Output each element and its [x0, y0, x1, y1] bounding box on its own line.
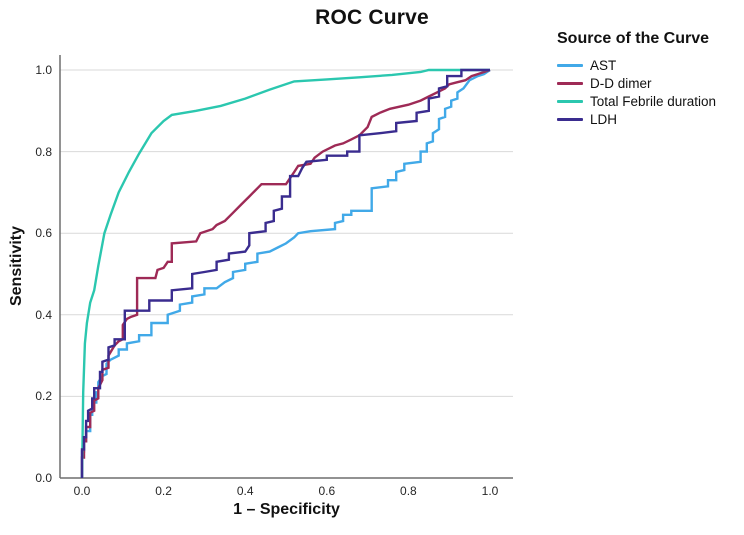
legend-swatch-icon — [557, 99, 583, 103]
x-tick-label-0.6: 0.6 — [318, 484, 336, 498]
y-tick-label-0.8: 0.8 — [35, 144, 52, 159]
x-tick-label-0.2: 0.2 — [155, 484, 172, 498]
legend-label: D-D dimer — [590, 75, 652, 91]
curve-ast — [80, 69, 491, 478]
legend-label: Total Febrile duration — [590, 93, 717, 109]
x-tick-label-0.4: 0.4 — [236, 484, 254, 498]
x-tick-label-0.0: 0.0 — [73, 484, 91, 498]
y-tick-label-0.6: 0.6 — [35, 226, 52, 241]
y-tick-label-0.2: 0.2 — [35, 389, 52, 404]
x-axis-label: 1 – Specificity — [233, 501, 340, 518]
legend-items: AST D-D dimer Total Febrile duration LDH — [557, 56, 742, 128]
legend-swatch-icon — [557, 63, 583, 67]
legend-item-ldh: LDH — [557, 110, 742, 128]
legend-item-d-d-dimer: D-D dimer — [557, 74, 742, 92]
curve-total-febrile-duration — [80, 68, 490, 479]
y-tick-label-1.0: 1.0 — [35, 63, 52, 77]
legend-label: AST — [590, 57, 617, 73]
x-tick-label-0.8: 0.8 — [400, 484, 417, 498]
x-tick-label-1.0: 1.0 — [481, 484, 499, 498]
legend-swatch-icon — [557, 81, 583, 85]
curve-ldh — [80, 68, 490, 478]
y-tick-label-0.0: 0.0 — [35, 471, 52, 485]
legend-swatch-icon — [557, 117, 583, 121]
legend-item-ast: AST — [557, 56, 742, 74]
legend-label: LDH — [590, 111, 618, 127]
legend-item-total-febrile-duration: Total Febrile duration — [557, 92, 742, 110]
y-axis-label: Sensitivity — [8, 225, 25, 307]
legend: Source of the Curve AST D-D dimer Total Fe… — [557, 30, 742, 128]
y-tick-label-0.4: 0.4 — [35, 307, 52, 322]
legend-title: Source of the Curve — [557, 30, 710, 47]
curve-d-d-dimer — [80, 68, 491, 478]
chart-title: ROC Curve — [315, 6, 429, 29]
